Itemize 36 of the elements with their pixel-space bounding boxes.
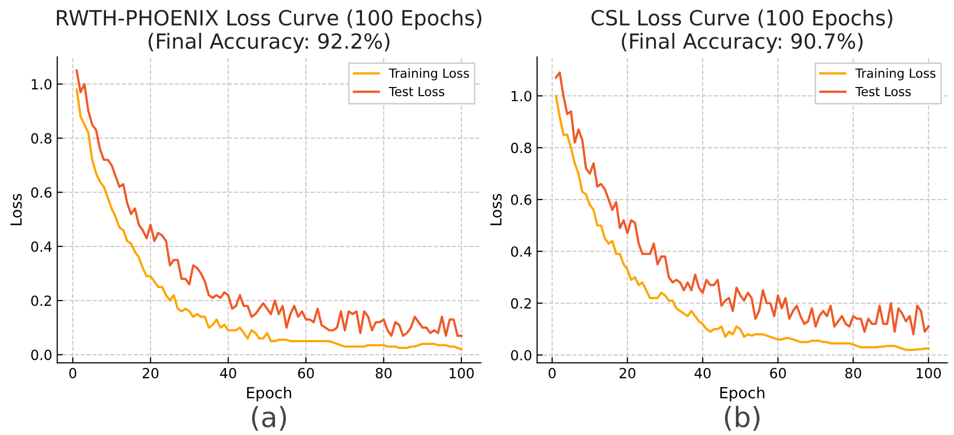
- x-tick-label: 40: [694, 368, 711, 378]
- y-tick-label: 1.0: [32, 79, 52, 90]
- y-axis-title: Loss: [490, 194, 502, 226]
- legend-label: Test Loss: [388, 86, 444, 96]
- chart-title: CSL Loss Curve (100 Epochs) (Final Accuracy: 90.7%): [592, 9, 892, 53]
- x-tick-label: 100: [450, 368, 474, 378]
- text: (a): [252, 406, 286, 431]
- y-tick-label: 0.2: [31, 296, 51, 306]
- x-tick-label: 0: [548, 368, 556, 378]
- y-tick-label: 0.4: [31, 241, 52, 252]
- y-tick-label: 0.6: [31, 187, 52, 198]
- x-tick-label: 0: [69, 368, 76, 378]
- x-tick-label: 20: [620, 368, 636, 378]
- x-tick-label: 100: [916, 368, 941, 378]
- text: (b): [724, 406, 760, 431]
- y-tick-label: 1.0: [512, 90, 532, 102]
- x-tick-label: 60: [298, 368, 314, 378]
- x-tick-label: 40: [220, 368, 236, 378]
- y-tick-label: 0.0: [31, 350, 52, 360]
- chart-title: RWTH-PHOENIX Loss Curve (100 Epochs) (Final Accuracy: 92.2%): [56, 9, 482, 53]
- legend-label: Test Loss: [855, 86, 911, 96]
- x-tick-label: 80: [376, 368, 392, 378]
- x-tick-label: 80: [845, 368, 862, 378]
- x-axis-title: Epoch: [247, 386, 292, 402]
- x-axis-title: Epoch: [720, 386, 764, 402]
- legend-label: Training Loss: [388, 68, 469, 80]
- y-tick-label: 0.8: [511, 142, 532, 154]
- x-tick-label: 20: [142, 368, 158, 378]
- legend-label: Training Loss: [855, 68, 936, 80]
- x-tick-label: 60: [770, 368, 786, 378]
- y-tick-label: 0.0: [511, 350, 532, 360]
- y-tick-label: 0.6: [511, 194, 532, 205]
- y-tick-label: 0.8: [31, 133, 52, 144]
- y-axis-title: Loss: [10, 194, 22, 226]
- y-tick-label: 0.4: [511, 246, 532, 257]
- y-tick-label: 0.2: [511, 298, 531, 309]
